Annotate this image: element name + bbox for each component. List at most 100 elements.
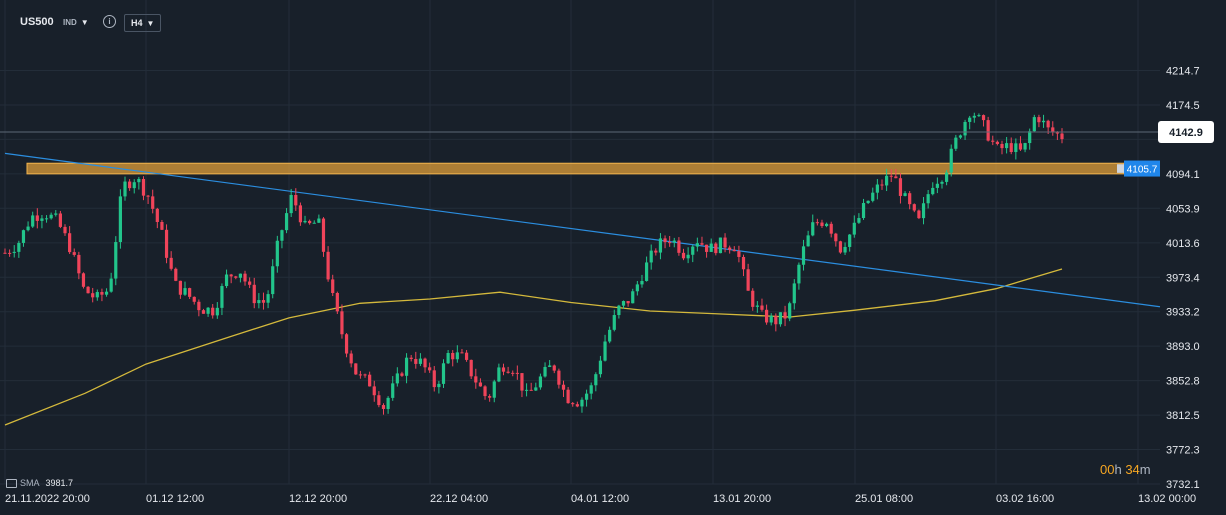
candle [741,254,746,277]
candle-body [298,205,303,223]
market-selector[interactable]: IND ▼ [63,13,89,31]
candle [349,350,353,368]
candle-body [188,288,192,297]
timeframe-selector[interactable]: H4 ▼ [124,14,162,32]
candle-body [109,278,113,292]
candle [1023,142,1027,153]
candle [681,248,686,261]
candle [552,364,556,374]
candle [464,350,469,362]
candle [820,219,824,228]
candle [455,345,459,363]
candle-body [409,357,413,359]
candle [238,273,243,283]
candle [363,373,367,378]
candle-body [986,120,990,141]
candle [404,353,409,384]
info-icon[interactable]: i [103,15,116,28]
candle [834,232,838,247]
candle-body [945,172,949,182]
candle [935,177,939,194]
candle [621,300,626,309]
candle [584,389,589,407]
candle [344,333,349,358]
candle-body [631,291,635,304]
candle [44,215,49,223]
candle [178,280,182,299]
candle-body [174,268,178,281]
candle [797,262,801,290]
candle [271,259,275,299]
candle [192,296,196,305]
candle-body [326,251,330,280]
candle-body [178,280,182,295]
y-tick-label: 3732.1 [1166,479,1200,491]
candle-body [848,234,852,247]
candle [261,292,266,310]
candle [21,229,26,247]
candle-body [252,284,256,304]
candle-body [709,243,713,252]
symbol-label[interactable]: US500 [20,13,54,31]
candle-body [91,293,95,298]
candle-body [584,393,589,400]
candle [141,176,146,201]
candle [861,198,866,220]
candle-body [1009,143,1013,153]
candle-body [317,218,321,223]
candle-body [1000,143,1004,149]
candle [792,279,796,310]
y-tick-label: 3973.4 [1166,272,1200,284]
candle [308,219,312,225]
candle [1051,121,1055,136]
candle-body [672,240,676,243]
candle-body [451,352,455,360]
candle-body [31,215,35,227]
candle [17,240,21,258]
candle [321,217,326,257]
candle-body [432,370,436,388]
candle-body [146,195,150,197]
candle [668,235,672,247]
candle-body [723,237,727,248]
candle [72,248,76,257]
candle [1009,137,1013,155]
candle-body [681,252,686,259]
candle-countdown: 00h 34m [1100,462,1151,477]
grid [0,0,1160,485]
candle [714,242,718,256]
candle-body [275,240,279,267]
candle [575,401,579,408]
candle-body [308,220,312,224]
candle [31,211,35,228]
candle-body [21,230,26,243]
candle [469,359,473,380]
candle [372,380,376,402]
y-tick-label: 3852.8 [1166,376,1200,388]
sma-legend[interactable]: SMA 3981.7 [6,478,73,488]
candle-body [492,381,496,398]
candle-body [963,121,967,136]
candle [857,213,861,224]
candle-body [340,311,344,335]
candle-body [455,352,459,360]
y-tick-label: 4013.6 [1166,238,1200,250]
y-tick-label: 3812.5 [1166,410,1200,422]
candle-body [12,251,16,253]
candle-body [8,252,12,254]
candle [451,350,455,367]
candle [732,246,736,252]
candle [441,359,446,388]
candle-body [741,256,746,270]
candle [723,233,727,253]
candle [977,113,981,117]
candle-body [603,341,607,361]
candle-body [224,274,229,287]
candle [446,350,450,364]
candle [612,309,616,332]
candle-body [654,250,658,253]
settings-icon[interactable] [6,478,17,488]
candle-body [446,352,450,364]
candle [594,372,598,392]
